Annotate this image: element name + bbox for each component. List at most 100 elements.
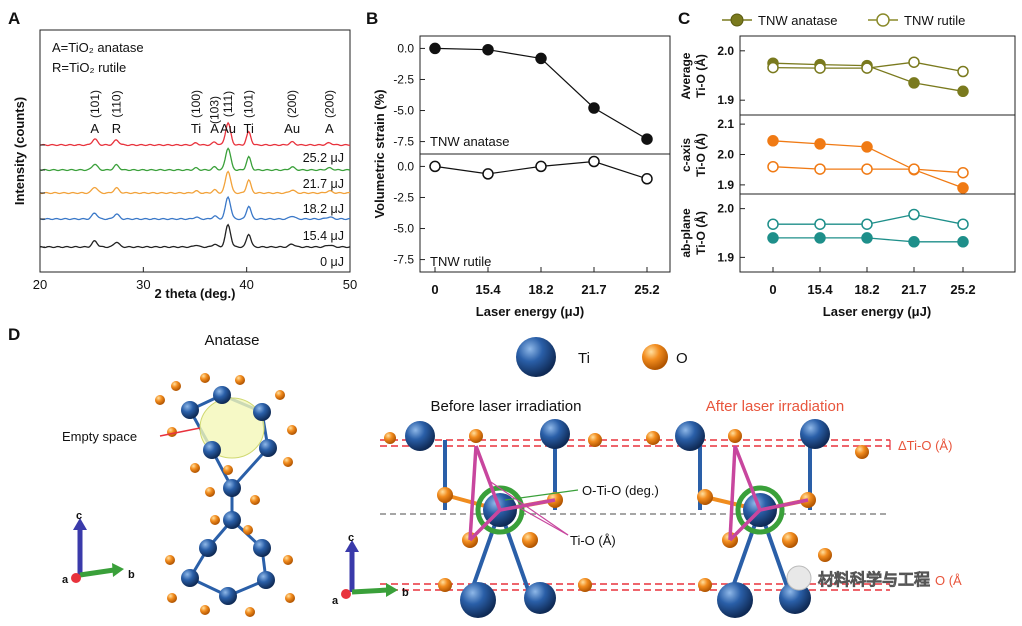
- peak-hkl-label: (103): [208, 96, 222, 124]
- bond-ytick-label: 2.0: [717, 202, 734, 216]
- bond-point: [767, 135, 779, 147]
- strain-ylabel: Volumetric strain (%): [372, 89, 387, 218]
- bond-ytick-label: 2.0: [717, 148, 734, 162]
- peak-hkl-label: (200): [322, 90, 336, 118]
- bond-point: [957, 166, 969, 179]
- strain-ytick-label: -5.0: [393, 222, 414, 236]
- bond-point: [908, 236, 920, 248]
- xrd-xtick-label: 40: [239, 277, 253, 292]
- after-ti-highlight: [735, 485, 785, 535]
- watermark-icon: [786, 565, 812, 591]
- legend-anatase-marker: [730, 13, 744, 27]
- bond-ylabel-avg-2: Ti-O (Å): [693, 54, 708, 98]
- bond-point: [814, 62, 826, 74]
- strain-ytick-label: -7.5: [393, 253, 414, 267]
- bond-point: [908, 77, 920, 89]
- axis-b-label: b: [128, 569, 135, 581]
- anatase-structure: [155, 373, 297, 617]
- bond-point: [767, 61, 779, 74]
- bond-legend: TNW anatase TNW rutile: [722, 13, 965, 28]
- peak-phase-label: Ti: [244, 121, 254, 136]
- ti-legend-icon: [516, 337, 556, 377]
- strain-xtick-label: 21.7: [581, 282, 606, 297]
- peak-phase-label: R: [112, 121, 121, 136]
- delta-label: ΔTi-O (Å): [898, 438, 952, 453]
- strain-ytick-label: -2.5: [393, 72, 414, 86]
- strain-point: [588, 102, 600, 114]
- after-title: After laser irradiation: [706, 398, 844, 415]
- bond-point: [861, 141, 873, 153]
- bond-point: [957, 65, 969, 78]
- o-legend-label: O: [676, 350, 688, 367]
- bond-point: [814, 218, 826, 230]
- peak-phase-label: Ti: [191, 121, 201, 136]
- strain-label-rutile: TNW rutile: [430, 254, 491, 269]
- strain-point: [535, 160, 547, 173]
- strain-ytick-label: 0.0: [397, 159, 414, 173]
- xrd-xtick-label: 20: [33, 277, 47, 292]
- strain-point: [429, 160, 441, 173]
- peak-hkl-label: (100): [189, 90, 203, 118]
- axis-b-label-right: b: [402, 587, 409, 599]
- panel-a-frame: [39, 29, 351, 273]
- bond-point: [957, 236, 969, 248]
- xrd-trace-4: [39, 121, 351, 147]
- xrd-series-label: 18.2 μJ: [303, 202, 344, 216]
- strain-label-anatase: TNW anatase: [430, 134, 509, 149]
- bond-point: [767, 232, 779, 244]
- panel-label-c: C: [678, 9, 690, 28]
- empty-space-pointer: [159, 427, 201, 437]
- bond-point: [767, 160, 779, 173]
- watermark: 材料科学与工程 O (Å: [786, 565, 962, 591]
- anatase-title: Anatase: [204, 332, 259, 349]
- panel-label-b: B: [366, 9, 378, 28]
- bond-plot: 2.0 1.9 2.1 2.0 1.9 2.0 1.9 0 15.4 18.2 21.7 25.2: [717, 44, 975, 297]
- bond-ylabels: Average Ti-O (Å) c-axis Ti-O (Å) ab-plan…: [679, 52, 708, 257]
- peak-hkl-label: (200): [285, 90, 299, 118]
- ti-legend-label: Ti: [578, 350, 590, 367]
- strain-xlabel: Laser energy (μJ): [476, 304, 584, 319]
- bond-xtick-label: 21.7: [901, 282, 926, 297]
- axis-triad-left: c a b: [62, 510, 135, 586]
- bond-xlabel: Laser energy (μJ): [823, 304, 931, 319]
- strain-ytick-label: -7.5: [393, 135, 414, 149]
- tio-label: Ti-O (Å): [570, 533, 616, 548]
- bond-xtick-label: 18.2: [854, 282, 879, 297]
- bond-ytick-label: 2.0: [717, 44, 734, 58]
- legend-rutile-marker: [876, 13, 890, 27]
- strain-xtick-label: 18.2: [528, 282, 553, 297]
- xrd-x-ticks: 20 30 40 50: [33, 267, 357, 292]
- axis-c-label: c: [76, 510, 82, 522]
- legend-rutile-label: TNW rutile: [904, 13, 965, 28]
- xrd-peak-labels: (101)A(110)R(100)Ti(103)A(111)Au(101)Ti(…: [88, 90, 337, 136]
- peak-hkl-label: (111): [221, 91, 235, 117]
- peak-hkl-label: (101): [242, 90, 256, 118]
- strain-plot: 0.0 -2.5 -5.0 -7.5 0.0 -2.5 -5.0 -7.5 0 15.4 18.2 2…: [393, 41, 659, 297]
- axis-triad-right: c a b: [332, 532, 409, 607]
- anatase-ti-atoms: [181, 386, 277, 605]
- strain-ytick-label: 0.0: [397, 41, 414, 55]
- bond-ylabel-avg-1: Average: [679, 52, 693, 99]
- bond-ytick-label: 1.9: [717, 93, 734, 107]
- xrd-series-label: 25.2 μJ: [303, 151, 344, 165]
- peak-phase-label: A: [210, 121, 219, 136]
- peak-phase-label: Au: [220, 121, 236, 136]
- strain-xtick-label: 25.2: [634, 282, 659, 297]
- empty-space-label: Empty space: [62, 429, 137, 444]
- axis-a-label-right: a: [332, 595, 339, 607]
- strain-xtick-label: 0: [431, 282, 438, 297]
- strain-point: [641, 133, 653, 145]
- xrd-series-label: 21.7 μJ: [303, 177, 344, 191]
- xrd-legend-rutile: R=TiO₂ rutile: [52, 60, 126, 75]
- strain-point: [535, 52, 547, 65]
- bond-point: [861, 218, 873, 230]
- bond-point: [908, 208, 920, 221]
- bond-point: [861, 62, 873, 74]
- xrd-series-labels: 0 μJ 15.4 μJ 18.2 μJ 21.7 μJ 25.2 μJ: [303, 151, 344, 269]
- xrd-xlabel: 2 theta (deg.): [155, 286, 236, 301]
- xrd-series-label: 0 μJ: [320, 255, 344, 269]
- bond-xtick-label: 0: [769, 282, 776, 297]
- bond-ytick-label: 1.9: [717, 250, 734, 264]
- bond-xtick-label: 15.4: [807, 282, 833, 297]
